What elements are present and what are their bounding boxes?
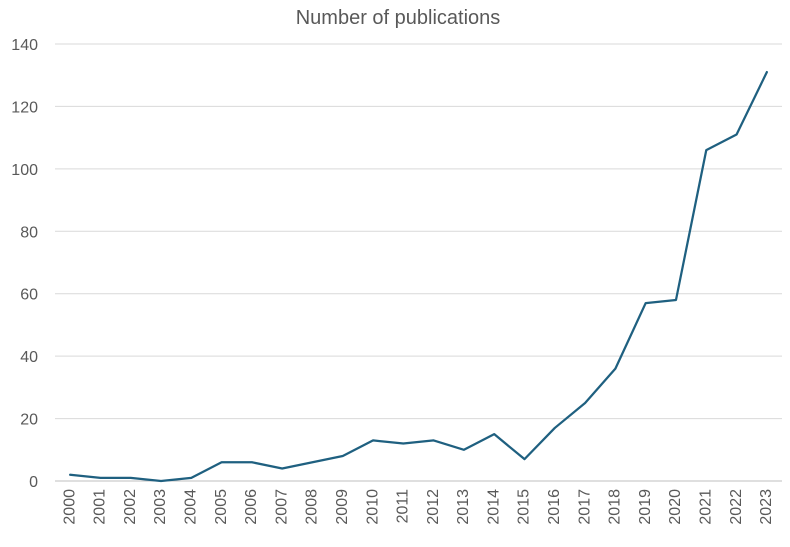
series-group [69,70,768,483]
x-tick-label: 2016 [546,489,563,525]
y-tick-label: 80 [20,224,38,241]
x-tick-label: 2021 [697,489,714,525]
y-tick-label: 40 [20,349,38,366]
y-tick-label: 120 [11,99,38,116]
x-tick-label: 2004 [183,489,200,525]
x-tick-label: 2022 [728,489,745,525]
x-tick-label: 2008 [304,489,321,525]
y-tick-label: 0 [29,474,38,491]
x-tick-label: 2005 [213,489,230,525]
x-tick-label: 2010 [364,489,381,525]
chart-title: Number of publications [296,7,501,29]
gridlines [55,43,782,420]
x-tick-label: 2007 [273,489,290,525]
x-tick-label: 2013 [455,489,472,525]
y-tick-label: 20 [20,412,38,429]
x-tick-label: 2012 [425,489,442,525]
y-tick-label: 100 [11,162,38,179]
x-axis-tick-labels: 2000 2001 2002 2003 2004 2005 2006 2007 2008 2009… [61,489,775,525]
x-tick-label: 2017 [576,489,593,525]
x-tick-label: 2000 [61,489,78,525]
y-axis-tick-labels: 0 20 40 60 80 100 120 140 [11,37,38,491]
x-tick-label: 2019 [637,489,654,525]
x-tick-label: 2002 [122,489,139,525]
y-tick-label: 60 [20,287,38,304]
y-tick-label: 140 [11,37,38,54]
x-tick-label: 2014 [485,489,502,525]
x-tick-label: 2020 [667,489,684,525]
x-tick-label: 2015 [516,489,533,525]
x-tick-label: 2006 [243,489,260,525]
x-tick-label: 2001 [92,489,109,525]
x-tick-label: 2003 [152,489,169,525]
x-tick-label: 2018 [607,489,624,525]
x-tick-label: 2023 [758,489,775,525]
series-line-0 [69,70,768,483]
x-tick-label: 2011 [395,489,412,524]
x-tick-label: 2009 [334,489,351,525]
